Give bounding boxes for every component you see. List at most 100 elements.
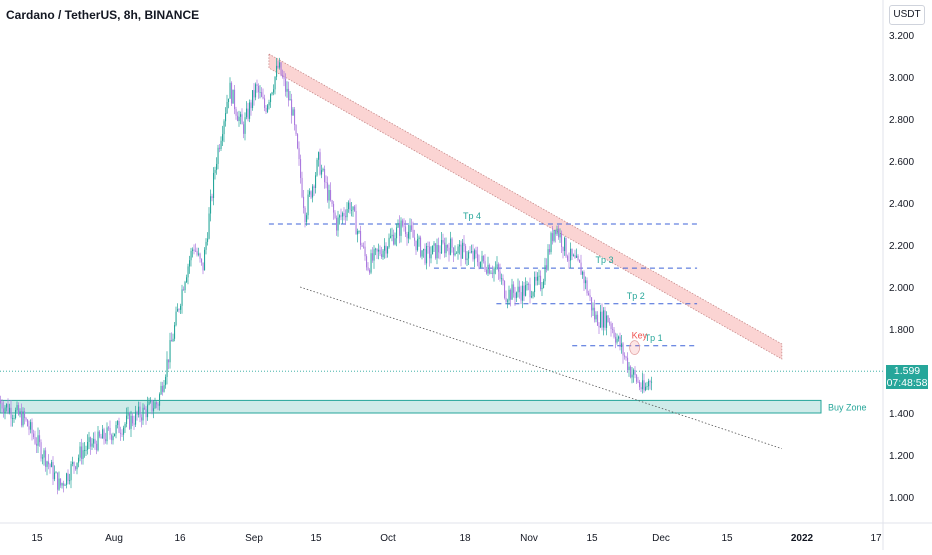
candle-body xyxy=(469,252,471,254)
candle-body xyxy=(342,213,344,217)
candle-body xyxy=(366,256,368,268)
candle-body xyxy=(450,238,452,255)
candle-body xyxy=(214,169,216,173)
candle-body xyxy=(271,92,273,95)
candle-body xyxy=(4,407,6,413)
candle-body xyxy=(489,264,491,274)
candle-body xyxy=(628,366,630,371)
candle-body xyxy=(222,134,224,141)
candle-body xyxy=(411,225,413,230)
candle-body xyxy=(78,457,80,463)
candle-body xyxy=(427,245,429,247)
candle-body xyxy=(81,446,83,459)
candle-body xyxy=(171,340,173,342)
x-tick-label: 2022 xyxy=(791,533,814,544)
candle-body xyxy=(516,292,518,299)
candle-body xyxy=(157,404,159,406)
candle-body xyxy=(534,276,536,293)
x-tick-label: 17 xyxy=(870,533,882,544)
candle-body xyxy=(544,265,546,282)
candle-body xyxy=(289,99,291,101)
candle-body xyxy=(564,237,566,252)
candle-body xyxy=(621,343,623,348)
candle-body xyxy=(273,89,275,93)
candle-body xyxy=(31,422,33,434)
candle-body xyxy=(258,85,260,93)
candle-body xyxy=(559,233,561,238)
candle-body xyxy=(454,253,456,256)
candle-body xyxy=(39,435,41,443)
candle-body xyxy=(129,413,131,429)
candle-body xyxy=(634,370,636,376)
candle-body xyxy=(552,233,554,241)
candle-body xyxy=(504,281,506,298)
candle-body xyxy=(373,249,375,261)
candle-body xyxy=(109,427,111,435)
candle-body xyxy=(378,249,380,252)
candle-body xyxy=(118,421,120,433)
candle-body xyxy=(604,310,606,328)
candle-body xyxy=(313,186,315,188)
candle-body xyxy=(424,248,426,264)
candle-body xyxy=(48,461,50,465)
candle-body xyxy=(103,429,105,440)
candle-body xyxy=(49,464,51,468)
candle-body xyxy=(409,225,411,232)
candle-body xyxy=(588,293,590,296)
key-label: Key xyxy=(632,331,648,341)
candle-body xyxy=(151,400,153,412)
x-tick-label: Nov xyxy=(520,533,538,544)
candle-body xyxy=(181,289,183,306)
candle-body xyxy=(372,253,374,261)
x-tick-label: Oct xyxy=(380,533,396,544)
currency-button[interactable]: USDT xyxy=(889,5,925,25)
candle-body xyxy=(645,386,647,391)
candle-body xyxy=(490,272,492,274)
candle-body xyxy=(268,102,270,106)
candle-body xyxy=(649,380,651,383)
candle-body xyxy=(570,248,572,261)
candle-body xyxy=(601,311,603,328)
candle-body xyxy=(498,264,500,272)
candle-body xyxy=(558,228,560,238)
candle-body xyxy=(505,297,507,302)
candle-body xyxy=(306,215,308,223)
candle-body xyxy=(279,62,281,68)
candle-body xyxy=(496,264,498,268)
candle-body xyxy=(574,255,576,258)
x-tick-label: 15 xyxy=(586,533,598,544)
candle-body xyxy=(537,276,539,281)
y-tick-label: 1.400 xyxy=(889,409,914,420)
candle-body xyxy=(393,234,395,245)
candle-body xyxy=(190,250,192,261)
key-marker xyxy=(629,340,640,355)
candle-body xyxy=(166,359,168,377)
y-tick-label: 2.800 xyxy=(889,115,914,126)
candle-body xyxy=(288,88,290,101)
candle-body xyxy=(457,246,459,253)
candle-body xyxy=(66,473,68,486)
candle-body xyxy=(643,380,645,391)
candle-body xyxy=(382,250,384,258)
candle-body xyxy=(58,478,60,490)
candle-body xyxy=(256,84,258,86)
candle-body xyxy=(168,359,170,363)
candle-body xyxy=(513,284,515,293)
candle-body xyxy=(220,140,222,149)
candle-body xyxy=(555,229,557,235)
candle-body xyxy=(565,237,567,257)
candle-body xyxy=(426,245,428,264)
candle-body xyxy=(241,114,243,125)
candle-body xyxy=(259,92,261,93)
candle-body xyxy=(532,292,534,297)
candle-body xyxy=(280,62,282,76)
candle-body xyxy=(639,382,641,388)
candle-body xyxy=(54,472,56,480)
candle-body xyxy=(10,407,12,419)
candle-body xyxy=(261,92,263,97)
candle-body xyxy=(415,240,417,251)
candle-body xyxy=(499,271,501,279)
x-tick-label: Aug xyxy=(105,533,123,544)
